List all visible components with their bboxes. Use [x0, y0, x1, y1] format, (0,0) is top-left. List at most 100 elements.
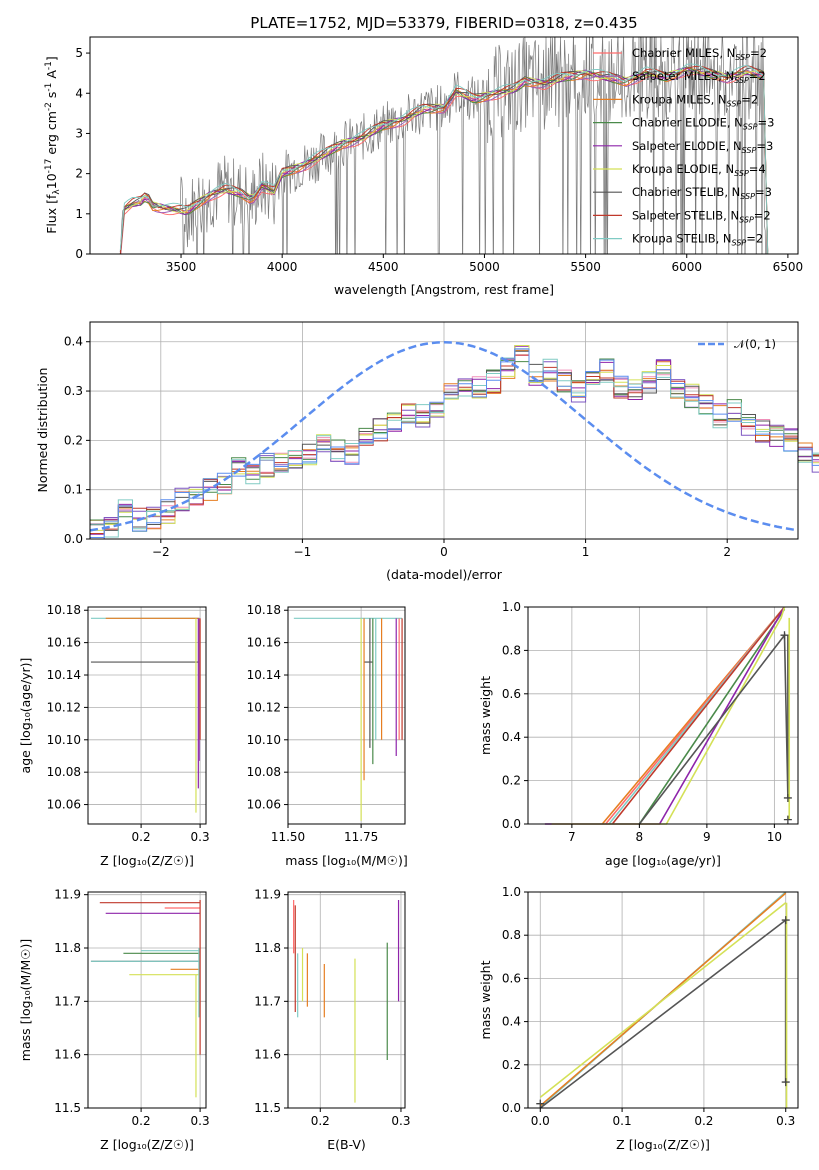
mwAge-frame: [527, 606, 799, 825]
spectrum-title: PLATE=1752, MJD=53379, FIBERID=0318, z=0…: [250, 14, 637, 32]
y-tick-label: 2: [75, 167, 83, 181]
y-tick-label: 11.5: [254, 1101, 281, 1115]
x-tick-label: 9: [703, 830, 711, 844]
x-tick-label: 0.2: [132, 830, 151, 844]
spectrum-lines: [119, 37, 769, 254]
x-tick-label: 0.1: [613, 1114, 632, 1128]
y-tick-label: 10.10: [247, 733, 281, 747]
legend-subscript: SSP: [732, 239, 747, 248]
ageZ-frame: [87, 606, 207, 825]
legend-subscript: SSP: [735, 53, 750, 62]
y-tick-label: 10.06: [47, 798, 81, 812]
mwAge-ylabel: mass weight: [478, 676, 493, 755]
legend-name: Salpeter MILES, N: [632, 69, 734, 83]
histogram-xlabel: (data-model)/error: [386, 567, 503, 582]
ageM-ticks: 11.50 11.75 10.06 10.08 10.10 10.12 10.14 10.16…: [247, 603, 379, 844]
legend-name: Salpeter STELIB, N: [632, 208, 739, 222]
legend-value: =2: [749, 69, 766, 83]
x-tick-label: 0.2: [694, 1114, 713, 1128]
y-tick-label: 0: [75, 247, 83, 261]
y-tick-label: 10.18: [247, 603, 281, 617]
y-tick-label: 11.9: [254, 888, 281, 902]
normal-legend-label: 𝒩(0, 1): [734, 337, 776, 351]
y-tick-label: 0.0: [502, 817, 521, 831]
x-tick-label: 5000: [469, 260, 500, 274]
x-tick-label: 5500: [570, 260, 601, 274]
histogram-series-2: [90, 349, 819, 530]
legend-value: =2: [754, 208, 771, 222]
weight-marker: [536, 1099, 545, 1108]
histogram-panel: −2 −1 0 1 2 0.0 0.1 0.2 0.3 0.4 (data-model)/erro…: [35, 321, 819, 582]
ageM-marks: [293, 617, 403, 821]
weight-marker: [781, 1078, 790, 1087]
y-tick-label: 10.14: [47, 668, 81, 682]
legend-label-ke: Kroupa ELODIE, NSSP=4: [632, 162, 766, 178]
spectrum-ylabel: Flux [fλ10-17 erg cm-2 s-1 A-1]: [44, 56, 62, 234]
massEBV-panel: 0.2 0.3 11.5 11.6 11.7 11.8 11.9 E(B-V): [254, 888, 410, 1152]
model-spectrum-ss: [119, 65, 769, 254]
x-tick-label: 8: [636, 830, 644, 844]
massZ-frame: [87, 891, 207, 1109]
weight-line-cs: [539, 918, 787, 1109]
y-tick-label: 10.16: [247, 636, 281, 650]
legend-value: =3: [755, 185, 772, 199]
y-tick-label: 10.12: [247, 700, 281, 714]
legend-value: =3: [756, 139, 773, 153]
x-tick-label: 6500: [773, 260, 804, 274]
ageM-grid: [287, 607, 405, 824]
massEBV-ticks: 0.2 0.3 11.5 11.6 11.7 11.8 11.9: [254, 888, 410, 1128]
x-tick-label: 11.75: [344, 830, 378, 844]
normal-curve: [89, 340, 799, 532]
y-tick-label: 0.4: [502, 1015, 521, 1029]
legend-value: =4: [749, 162, 766, 176]
x-tick-label: 2: [723, 545, 731, 559]
x-tick-label: 0: [440, 545, 448, 559]
ageZ-ticks: 0.2 0.3 10.06 10.08 10.10 10.12 10.14 10.16 10.1…: [47, 603, 210, 844]
mwAge-marks: [544, 606, 792, 825]
y-tick-label: 0.8: [502, 928, 521, 942]
mwZ-marks: [536, 891, 790, 1109]
y-tick-label: 11.8: [254, 941, 281, 955]
legend-name: Chabrier MILES, N: [632, 46, 735, 60]
y-tick-label: 0.8: [502, 643, 521, 657]
histogram-series-5: [90, 345, 819, 531]
y-tick-label: 10.14: [247, 668, 281, 682]
histogram-series-8: [90, 348, 819, 538]
x-tick-label: 7: [568, 830, 576, 844]
legend-name: Kroupa STELIB, N: [632, 232, 732, 246]
y-tick-label: 10.06: [247, 798, 281, 812]
y-tick-label: 11.7: [54, 994, 81, 1008]
y-tick-label: 0.2: [502, 774, 521, 788]
mwAge-panel: 7 8 9 10 0.0 0.2 0.4 0.6 0.8 1.0 age [log₁₀(age/yr…: [478, 600, 799, 868]
massZ-ylabel: mass [log₁₀(M/M☉)]: [18, 939, 33, 1061]
massEBV-marks: [293, 900, 400, 1103]
histogram-legend: 𝒩(0, 1): [698, 337, 776, 351]
x-tick-label: 0.3: [776, 1114, 795, 1128]
histogram-series-7: [90, 354, 819, 534]
ageM-frame: [287, 606, 406, 825]
mwAge-ticks: 7 8 9 10 0.0 0.2 0.4 0.6 0.8 1.0: [502, 600, 782, 844]
massZ-xlabel: Z [log₁₀(Z/Z☉)]: [100, 1137, 194, 1152]
mwZ-ylabel: mass weight: [478, 960, 493, 1039]
x-tick-label: −2: [152, 545, 170, 559]
legend-value: =2: [746, 232, 763, 246]
weight-marker: [783, 815, 792, 824]
legend-subscript: SSP: [740, 192, 755, 201]
weight-marker: [783, 793, 792, 802]
ageZ-ylabel: age [log₁₀(age/yr)]: [18, 658, 33, 774]
mwZ-frame: [527, 891, 799, 1109]
model-spectrum-se: [119, 67, 769, 253]
y-tick-label: 10.12: [47, 700, 81, 714]
ageZ-xlabel: Z [log₁₀(Z/Z☉)]: [100, 853, 194, 868]
x-tick-label: 10: [767, 830, 782, 844]
x-tick-label: 1: [582, 545, 590, 559]
x-tick-label: 3500: [166, 260, 197, 274]
legend-value: =3: [758, 116, 775, 130]
massEBV-xlabel: E(B-V): [327, 1137, 366, 1152]
mwZ-ticks: 0.0 0.1 0.2 0.3 0.0 0.2 0.4 0.6 0.8 1.0: [502, 885, 795, 1128]
legend-name: Kroupa ELODIE, N: [632, 162, 734, 176]
legend-subscript: SSP: [743, 123, 758, 132]
x-tick-label: 4000: [267, 260, 298, 274]
ageZ-marks: [90, 617, 201, 813]
